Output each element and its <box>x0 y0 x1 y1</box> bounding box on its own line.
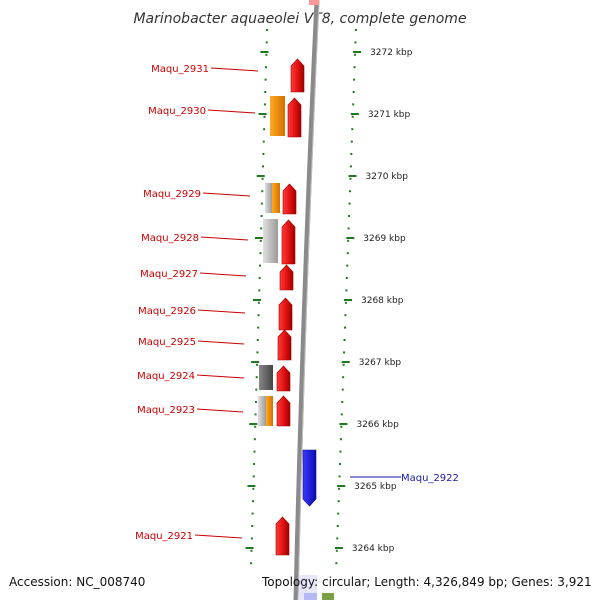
gene-arrow-maqu-2925[interactable] <box>277 329 292 361</box>
genome-backbone-highlight <box>297 0 320 600</box>
ruler-label: 3267 kbp <box>359 358 402 368</box>
gene-label-maqu-2930[interactable]: Maqu_2930 <box>148 106 206 117</box>
ruler-label: 3271 kbp <box>368 110 411 120</box>
gene-arrow-maqu-2926[interactable] <box>278 297 293 331</box>
gene-arrows <box>275 58 317 556</box>
feature-orange-2923 <box>266 396 273 426</box>
feature-gray-2928 <box>263 219 278 263</box>
ruler-label: 3272 kbp <box>370 48 413 58</box>
gene-arrow-maqu-2931[interactable] <box>290 58 305 93</box>
gene-leader-line <box>197 340 245 345</box>
partial-feature-shade <box>299 575 317 600</box>
gene-label-maqu-2929[interactable]: Maqu_2929 <box>143 189 201 200</box>
inner-tick-ring <box>245 29 269 565</box>
gene-label-maqu-2926[interactable]: Maqu_2926 <box>138 306 196 317</box>
gene-labels: Maqu_2931 Maqu_2930 Maqu_2929 Maqu_2928 Maqu… <box>135 64 459 542</box>
feature-bars <box>258 96 285 426</box>
gene-leader-line <box>197 309 246 314</box>
gene-label-maqu-2925[interactable]: Maqu_2925 <box>138 337 196 348</box>
gene-leader-line <box>194 534 243 539</box>
gene-label-maqu-2923[interactable]: Maqu_2923 <box>137 405 195 416</box>
partial-feature-green <box>322 593 334 600</box>
feature-gray-2923 <box>258 396 266 426</box>
gene-leader-line <box>210 67 259 72</box>
gene-leader-line <box>207 109 256 114</box>
gene-leader-line <box>196 374 245 379</box>
gene-leader-line <box>196 408 244 413</box>
gene-label-maqu-2924[interactable]: Maqu_2924 <box>137 371 195 382</box>
gene-arrow-maqu-2923[interactable] <box>276 395 291 427</box>
accession-text: Accession: NC_008740 <box>9 575 145 589</box>
genome-backbone <box>293 0 320 600</box>
gene-arrow-maqu-2924[interactable] <box>276 365 291 392</box>
gene-label-maqu-2921[interactable]: Maqu_2921 <box>135 531 193 542</box>
gene-leader-line <box>202 192 251 197</box>
gene-arrow-maqu-2927[interactable] <box>279 264 294 291</box>
ruler-labels: 3272 kbp 3271 kbp 3270 kbp 3269 kbp 3268 kbp… <box>352 48 413 554</box>
feature-gray-2929 <box>265 183 272 213</box>
ruler-label: 3270 kbp <box>366 172 409 182</box>
gene-arrow-maqu-2922[interactable] <box>302 449 317 507</box>
map-title: Marinobacter aquaeolei VT8, complete gen… <box>133 11 466 27</box>
ruler-label: 3269 kbp <box>363 234 406 244</box>
gene-arrow-maqu-2930[interactable] <box>287 97 302 138</box>
ruler-label: 3268 kbp <box>361 296 404 306</box>
gene-label-maqu-2927[interactable]: Maqu_2927 <box>140 269 198 280</box>
feature-orange-2930 <box>270 96 285 136</box>
ruler-label: 3264 kbp <box>352 544 395 554</box>
partial-feature-top <box>309 0 319 5</box>
feature-dark-2924 <box>259 365 273 390</box>
outer-tick-ring <box>334 29 362 565</box>
feature-orange-2929 <box>272 183 280 213</box>
ruler-label: 3265 kbp <box>354 482 397 492</box>
gene-arrow-maqu-2929[interactable] <box>282 183 297 215</box>
gene-leader-line <box>200 236 249 241</box>
gene-label-maqu-2928[interactable]: Maqu_2928 <box>141 233 199 244</box>
gene-leader-line <box>199 272 247 277</box>
gene-arrow-maqu-2928[interactable] <box>281 219 296 265</box>
topology-text: Topology: circular; Length: 4,326,849 bp… <box>261 575 592 589</box>
ruler-label: 3266 kbp <box>356 420 399 430</box>
gene-label-maqu-2931[interactable]: Maqu_2931 <box>151 64 209 75</box>
gene-arrow-maqu-2921[interactable] <box>275 516 290 556</box>
gene-label-maqu-2922[interactable]: Maqu_2922 <box>401 473 459 484</box>
